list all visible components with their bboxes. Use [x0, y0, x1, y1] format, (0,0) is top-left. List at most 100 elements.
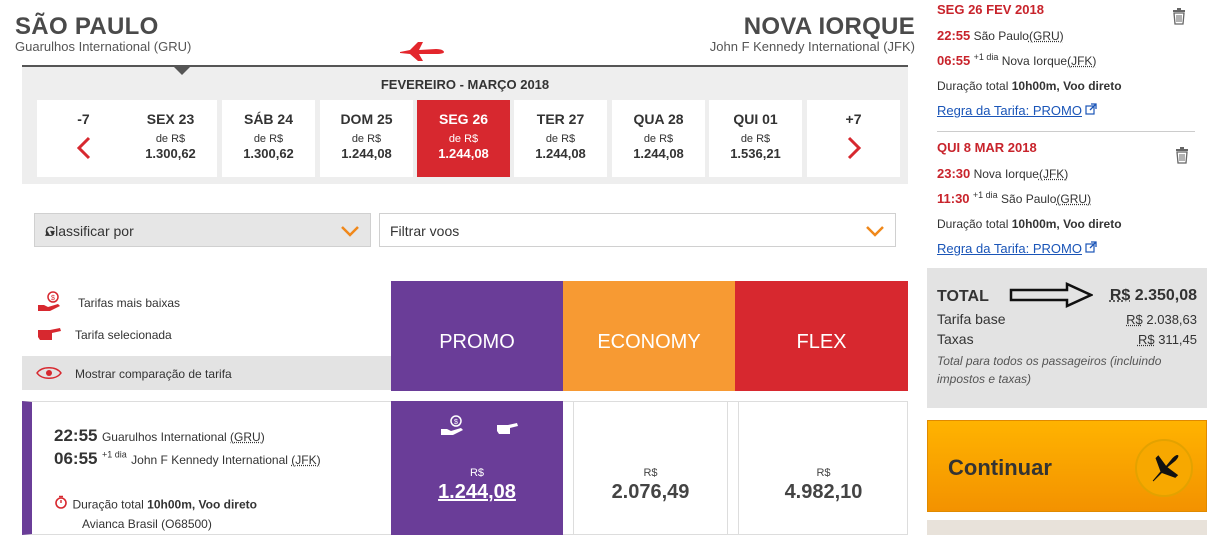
outbound-fare-rule: Regra da Tarifa: PROMO: [937, 103, 1082, 118]
arrival-code: (JFK): [291, 453, 321, 467]
fare-legend: $ Tarifas mais baixas Tarifa selecionada…: [22, 281, 391, 391]
fare-header-flex: FLEX: [735, 281, 908, 391]
return-dep-code: (JFK): [1038, 167, 1069, 181]
sort-arrows-icon: ▴▾: [45, 228, 56, 239]
economy-price: 2.076,49: [611, 481, 690, 503]
return-fare-rule-link[interactable]: Regra da Tarifa: PROMO: [937, 241, 1097, 256]
date-option[interactable]: TER 27 de R$ 1.244,08: [514, 100, 607, 177]
date-pointer: [172, 65, 192, 75]
total-note: Total para todos os passageiros (incluin…: [937, 354, 1162, 386]
flight-duration: Duração total 10h00m, Voo direto: [54, 495, 257, 514]
return-arr-next-day: +1 dia: [972, 190, 998, 200]
return-arrival: 11:30 +1 dia São Paulo(GRU): [937, 190, 1091, 206]
legend-lowest-label: Tarifas mais baixas: [78, 296, 181, 310]
return-fare-rule: Regra da Tarifa: PROMO: [937, 241, 1082, 256]
outbound-duration: Duração total 10h00m, Voo direto: [937, 79, 1122, 93]
outbound-date: SEG 26 FEV 2018: [937, 2, 1044, 17]
base-fare-label: Tarifa base: [937, 311, 1006, 327]
arrival-time: 06:55: [54, 449, 98, 468]
flight-arrival: 06:55 +1 dia John F Kennedy Internationa…: [54, 449, 321, 469]
fare-option-flex[interactable]: R$ 4.982,10: [738, 401, 908, 535]
return-arr-time: 11:30: [937, 191, 970, 206]
flex-price: 4.982,10: [784, 481, 863, 503]
continue-button[interactable]: Continuar: [927, 420, 1207, 512]
airplane-icon: [1135, 439, 1193, 497]
trash-icon[interactable]: [1175, 147, 1189, 169]
outbound-arrival: 06:55 +1 dia Nova Iorque(JFK): [937, 52, 1096, 68]
date-option[interactable]: SÁB 24 de R$ 1.300,62: [222, 100, 315, 177]
promo-price: 1.244,08: [438, 481, 516, 503]
total-currency: R$: [1109, 287, 1131, 304]
date-option[interactable]: DOM 25 de R$ 1.244,08: [320, 100, 413, 177]
fare-economy-label: ECONOMY: [597, 331, 701, 353]
date-price: 1.244,08: [633, 146, 684, 161]
destination-city: NOVA IORQUE: [743, 13, 915, 40]
compare-fares-toggle[interactable]: Mostrar comparação de tarifa: [22, 356, 391, 390]
outbound-departure: 22:55 São Paulo(GRU): [937, 28, 1064, 43]
economy-currency: R$: [643, 467, 658, 479]
eye-icon: [36, 366, 62, 383]
departure-airport: Guarulhos International: [101, 430, 231, 444]
outbound-arr-time: 06:55: [937, 53, 971, 68]
legend-lowest: $ Tarifas mais baixas: [22, 291, 391, 315]
duration-value: 10h00m, Voo direto: [147, 497, 257, 512]
chevron-left-icon: [37, 135, 130, 166]
fare-promo-label: PROMO: [439, 331, 515, 353]
trip-summary: SEG 26 FEV 2018 22:55 São Paulo(GRU) 06:…: [927, 0, 1207, 268]
date-from-label: de R$: [740, 133, 771, 145]
outbound-arr-code: (JFK): [1067, 54, 1097, 68]
taxes-label: Taxas: [937, 331, 974, 347]
hand-coin-icon: $: [439, 415, 467, 442]
date-option[interactable]: SEX 23 de R$ 1.300,62: [124, 100, 217, 177]
pointing-hand-icon: [495, 421, 521, 442]
destination-header: NOVA IORQUE John F Kennedy International…: [710, 14, 915, 54]
fare-flex-label: FLEX: [796, 331, 847, 353]
fare-option-economy[interactable]: R$ 2.076,49: [573, 401, 728, 535]
legend-selected-label: Tarifa selecionada: [75, 328, 172, 342]
taxes-amount: R$ 311,45: [1138, 332, 1197, 347]
return-arr-city: São Paulo: [1001, 192, 1057, 206]
date-from-label: de R$: [351, 133, 382, 145]
continue-label: Continuar: [948, 455, 1052, 480]
trash-icon[interactable]: [1172, 8, 1186, 30]
date-day-name: DOM 25: [340, 111, 393, 127]
base-fare-amount: R$ 2.038,63: [1126, 312, 1197, 327]
return-duration: Duração total 10h00m, Voo direto: [937, 217, 1122, 231]
arrival-next-day: +1 dia: [101, 449, 127, 460]
outbound-dep-time: 22:55: [937, 28, 971, 43]
origin-airport: Guarulhos International (GRU): [15, 39, 192, 54]
departure-time: 22:55: [54, 426, 98, 445]
filter-label: Filtrar voos: [390, 223, 460, 239]
prev-week-button[interactable]: -7: [37, 100, 130, 177]
filter-select[interactable]: Filtrar voos: [379, 213, 896, 247]
next-week-button[interactable]: +7: [807, 100, 900, 177]
chevron-down-icon: [340, 224, 360, 240]
date-option[interactable]: QUI 01 de R$ 1.536,21: [709, 100, 802, 177]
date-option[interactable]: QUA 28 de R$ 1.244,08: [612, 100, 705, 177]
outbound-dep-code: (GRU): [1028, 29, 1064, 43]
base-fare-currency: R$: [1126, 312, 1143, 327]
sort-label: Classificar por: [45, 223, 134, 239]
sort-select[interactable]: ▴▾Classificar por: [34, 213, 371, 247]
return-duration-value: 10h00m, Voo direto: [1011, 217, 1122, 231]
date-price: 1.300,62: [145, 146, 196, 161]
segment-divider: [937, 131, 1195, 132]
flight-departure: 22:55 Guarulhos International (GRU): [54, 426, 265, 446]
outbound-arr-city: Nova Iorque: [1001, 54, 1068, 68]
next-week-label: +7: [845, 111, 862, 127]
outbound-dep-city: São Paulo: [973, 29, 1029, 43]
date-from-label: de R$: [253, 133, 284, 145]
date-selector: FEVEREIRO - MARÇO 2018 -7 SEX 23 de R$ 1…: [22, 65, 908, 184]
total-value: 2.350,08: [1134, 287, 1197, 304]
outbound-fare-rule-link[interactable]: Regra da Tarifa: PROMO: [937, 103, 1097, 118]
fare-option-promo[interactable]: $ R$ 1.244,08: [391, 401, 563, 535]
origin-city: SÃO PAULO: [15, 13, 159, 40]
date-day-name: QUA 28: [633, 111, 684, 127]
date-option-selected[interactable]: SEG 26 de R$ 1.244,08: [417, 100, 510, 177]
date-day-name: QUI 01: [733, 111, 778, 127]
taxes-value: 311,45: [1158, 332, 1197, 347]
hand-coin-icon: $: [36, 291, 64, 316]
date-price: 1.244,08: [535, 146, 586, 161]
flex-currency: R$: [816, 467, 831, 479]
date-price: 1.244,08: [341, 146, 392, 161]
